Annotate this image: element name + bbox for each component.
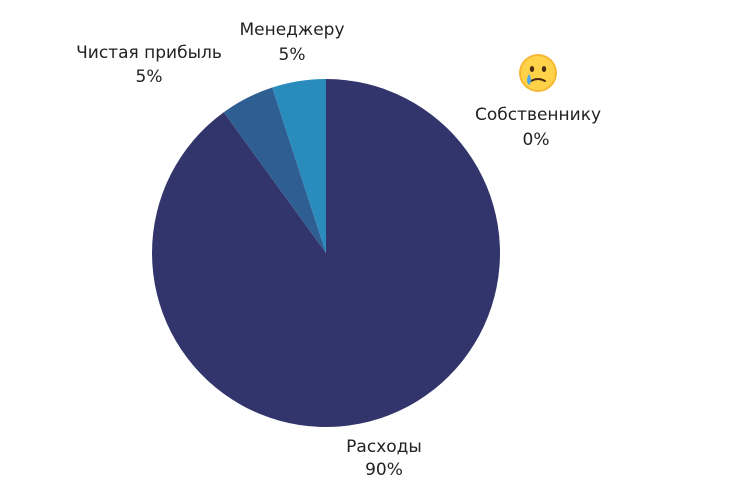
slice-label-chistaya-pribyl: Чистая прибыль: [76, 43, 222, 63]
pie-slice-2: [272, 79, 326, 253]
pie-slice-1: [223, 87, 326, 253]
pie-slice-0: [152, 79, 501, 427]
slice-value-sobstvenniku: 0%: [523, 130, 550, 150]
slice-value-menedzheru: 5%: [279, 45, 306, 65]
slice-label-sobstvenniku: Собственнику: [475, 105, 601, 125]
slice-value-chistaya-pribyl: 5%: [136, 67, 163, 87]
slice-label-rashody: Расходы: [346, 437, 422, 457]
slice-value-rashody: 90%: [365, 460, 403, 480]
crying-face-emoji-icon: [519, 54, 557, 92]
pie-slices: [152, 79, 501, 427]
slice-label-menedzheru: Менеджеру: [239, 20, 344, 40]
